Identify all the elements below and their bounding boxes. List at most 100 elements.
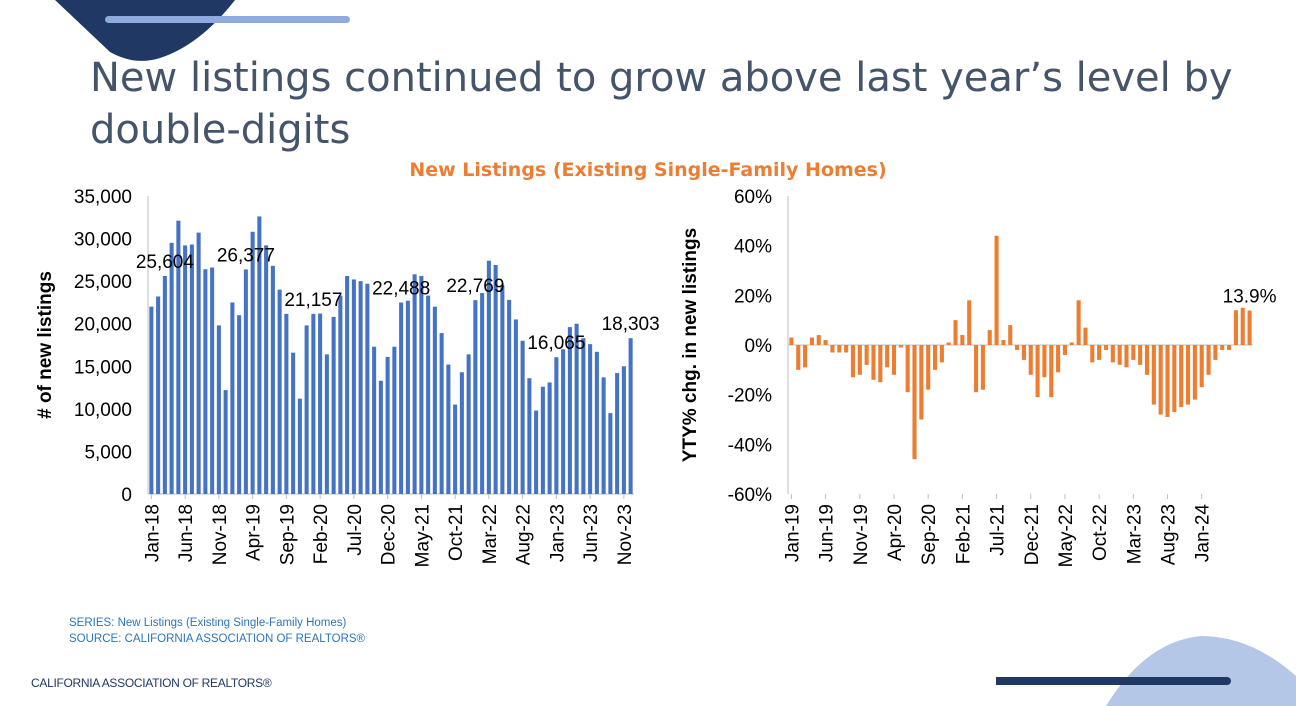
listings-bar	[567, 327, 572, 494]
yty-bar	[1172, 345, 1177, 413]
listings-bar	[365, 283, 370, 494]
listings-bar	[554, 357, 559, 494]
listings-x-tick-label: Sep-19	[277, 504, 298, 565]
listings-bar	[304, 325, 309, 494]
yty-bar	[939, 345, 944, 363]
listings-y-tick-label: 20,000	[74, 315, 132, 336]
listings-y-tick-label: 30,000	[74, 230, 132, 251]
yty-bar	[1213, 345, 1218, 360]
yty-x-tick-label: Apr-20	[885, 504, 906, 561]
yty-bar	[1083, 327, 1088, 345]
listings-bar	[331, 316, 336, 494]
yty-bar	[953, 320, 958, 345]
listings-x-tick-label: Jul-20	[345, 504, 366, 556]
yty-bar	[980, 345, 985, 390]
listings-bar	[507, 299, 512, 494]
listings-bar	[513, 319, 518, 494]
org-name: CALIFORNIA ASSOCIATION OF REALTORS®	[31, 676, 272, 690]
listings-bar	[243, 269, 248, 494]
listings-bar	[291, 352, 296, 494]
yty-y-axis-title: YTY% chg. in new listings	[680, 228, 701, 462]
listings-data-label: 22,769	[446, 276, 504, 297]
listings-bar	[581, 338, 586, 494]
yty-x-tick-label: Jun-19	[817, 504, 838, 562]
listings-bar	[264, 245, 269, 494]
yty-x-tick-label: Dec-21	[1022, 504, 1043, 565]
yty-bar	[1021, 345, 1026, 360]
listings-bar	[534, 410, 539, 494]
yty-bar	[830, 345, 835, 353]
listings-x-tick-label: Dec-20	[379, 504, 400, 565]
listings-bar	[459, 372, 464, 494]
listings-bar	[250, 231, 255, 494]
yty-bar	[1028, 345, 1033, 375]
yty-bar	[946, 342, 951, 345]
yty-bar	[974, 345, 979, 393]
listings-bar	[392, 346, 397, 494]
yty-bar	[803, 345, 808, 368]
yty-bar	[1192, 345, 1197, 400]
yty-bar	[1049, 345, 1054, 398]
listings-bar	[547, 382, 552, 494]
yty-x-tick-label: Feb-21	[953, 504, 974, 564]
chart-title: New Listings (Existing Single-Family Hom…	[409, 159, 887, 181]
listings-bar	[628, 338, 633, 494]
listings-bar	[230, 302, 235, 494]
listings-x-tick-label: Apr-19	[244, 504, 265, 561]
listings-y-tick-label: 15,000	[74, 357, 132, 378]
yty-bar	[1233, 310, 1238, 345]
listings-bar	[338, 295, 343, 494]
yty-y-tick-label: 40%	[734, 237, 772, 258]
yty-x-tick-label: Oct-22	[1090, 504, 1111, 561]
listings-x-tick-label: Jan-23	[547, 504, 568, 562]
yty-bar	[878, 345, 883, 383]
listings-x-tick-label: Feb-20	[311, 504, 332, 564]
listings-data-label: 18,303	[602, 314, 660, 335]
yty-bar	[1090, 345, 1095, 363]
listings-bar	[500, 285, 505, 494]
listings-bar	[270, 265, 275, 494]
top-left-navy-shape	[55, 0, 235, 61]
listings-bar	[358, 281, 363, 494]
yty-bar	[1076, 300, 1081, 345]
yty-bar	[1179, 345, 1184, 408]
listings-bar	[399, 302, 404, 494]
listings-x-tick-label: Mar-22	[480, 504, 501, 564]
listings-bar	[277, 289, 282, 494]
yty-bar	[987, 330, 992, 345]
yty-bar	[1220, 345, 1225, 350]
listings-bar	[453, 404, 458, 494]
yty-x-tick-label: May-22	[1056, 504, 1077, 567]
yty-bar	[1247, 310, 1252, 345]
yty-bar	[789, 337, 794, 345]
listings-x-tick-label: Jun-18	[176, 504, 197, 562]
yty-bar	[932, 345, 938, 370]
listings-bar	[162, 276, 167, 494]
listings-x-tick-label: Jun-23	[581, 504, 602, 562]
listings-bar	[378, 380, 383, 494]
listings-bar	[615, 373, 620, 494]
yty-x-tick-label: Nov-19	[851, 504, 872, 565]
yty-bar	[912, 345, 917, 460]
yty-x-tick-label: Sep-20	[919, 504, 940, 565]
listings-bar	[183, 245, 188, 494]
yty-y-tick-label: 60%	[734, 187, 772, 208]
slide-title: New listings continued to grow above las…	[90, 55, 1233, 153]
listings-bar	[588, 344, 593, 494]
listings-bar	[601, 377, 606, 494]
yty-bar	[885, 345, 890, 368]
yty-bar	[1008, 325, 1013, 345]
series-note: SERIES: New Listings (Existing Single-Fa…	[69, 617, 347, 629]
yty-bar	[898, 345, 903, 348]
listings-bar	[412, 274, 417, 494]
listings-y-tick-label: 10,000	[74, 400, 132, 421]
listings-bar	[372, 346, 377, 494]
bottom-right-decoration	[996, 636, 1296, 706]
yty-bar	[796, 345, 801, 370]
yty-bar	[1158, 345, 1163, 415]
listings-bar	[466, 354, 471, 494]
listings-bar	[540, 386, 545, 494]
yty-bar	[864, 345, 869, 365]
